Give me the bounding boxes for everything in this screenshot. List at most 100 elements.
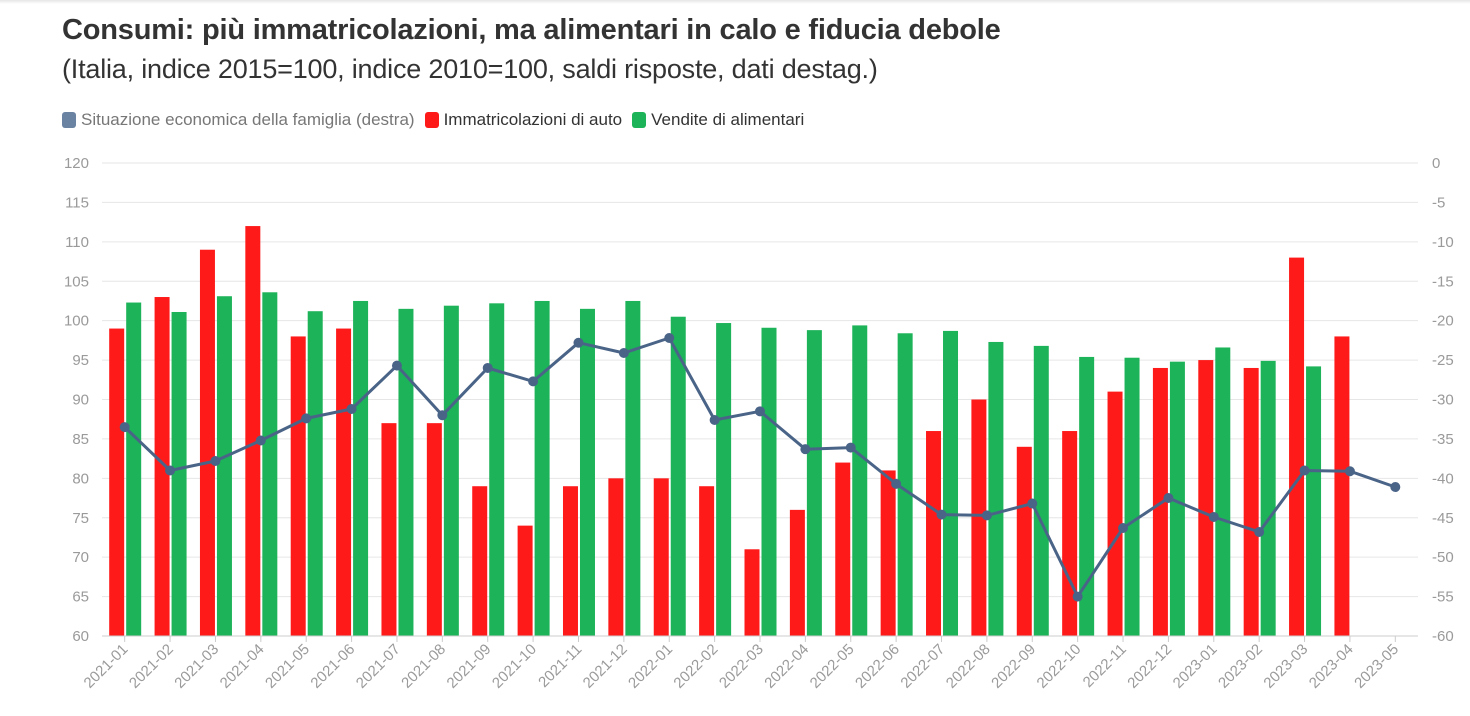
- bar-auto: [971, 399, 987, 636]
- x-tick-label: 2021-01: [81, 641, 132, 692]
- x-tick-label: 2022-02: [670, 641, 721, 692]
- y-left-tick-label: 90: [72, 392, 89, 409]
- y-left-tick-label: 105: [64, 273, 89, 290]
- point-famiglia: [1072, 591, 1083, 602]
- bar-alimentari: [307, 311, 323, 636]
- point-famiglia: [891, 478, 902, 489]
- legend-item-alimentari[interactable]: Vendite di alimentari: [632, 110, 804, 130]
- y-left-tick-label: 70: [72, 549, 89, 566]
- x-tick-label: 2021-10: [489, 641, 540, 692]
- bar-auto: [426, 423, 442, 636]
- bar-alimentari: [943, 330, 959, 636]
- legend-swatch-famiglia: [62, 112, 76, 128]
- point-famiglia: [1118, 522, 1129, 533]
- bar-auto: [699, 486, 715, 636]
- point-famiglia: [346, 403, 357, 414]
- x-tick-label: 2023-02: [1215, 641, 1266, 692]
- point-famiglia: [936, 509, 947, 520]
- bar-alimentari: [1306, 366, 1322, 636]
- point-famiglia: [845, 442, 856, 453]
- x-tick-label: 2023-05: [1351, 641, 1402, 692]
- bar-auto: [290, 336, 306, 636]
- y-left-tick-label: 65: [72, 589, 89, 606]
- bar-auto: [245, 226, 261, 637]
- bar-alimentari: [262, 292, 278, 636]
- x-tick-label: 2022-03: [716, 641, 767, 692]
- point-famiglia: [755, 406, 765, 417]
- bar-alimentari: [1079, 356, 1095, 636]
- point-famiglia: [800, 444, 811, 455]
- x-tick-label: 2021-08: [398, 641, 449, 692]
- point-famiglia: [1254, 526, 1265, 537]
- y-right-tick-label: -20: [1432, 313, 1454, 330]
- y-left-tick-label: 80: [72, 470, 89, 487]
- point-famiglia: [528, 376, 539, 387]
- bar-alimentari: [1124, 357, 1140, 636]
- y-left-tick-label: 110: [65, 234, 89, 251]
- x-tick-label: 2021-07: [353, 641, 404, 692]
- bar-auto: [517, 525, 533, 636]
- point-famiglia: [482, 362, 493, 373]
- bar-auto: [1062, 431, 1078, 636]
- point-famiglia: [573, 337, 584, 348]
- x-tick-label: 2022-07: [897, 641, 948, 692]
- point-famiglia: [709, 414, 720, 425]
- bar-alimentari: [171, 311, 187, 636]
- y-right-tick-label: -60: [1432, 628, 1454, 645]
- y-left-tick-label: 100: [64, 313, 89, 330]
- y-left-tick-label: 95: [72, 352, 89, 369]
- y-left-tick-label: 60: [72, 628, 89, 645]
- y-left-tick-label: 75: [72, 510, 89, 527]
- x-tick-label: 2022-04: [761, 641, 812, 692]
- legend: Situazione economica della famiglia (des…: [62, 110, 814, 130]
- chart-title: Consumi: più immatricolazioni, ma alimen…: [62, 14, 1001, 46]
- legend-label-alimentari: Vendite di alimentari: [651, 110, 805, 129]
- legend-item-auto[interactable]: Immatricolazioni di auto: [424, 110, 622, 130]
- point-famiglia: [255, 435, 266, 446]
- x-tick-label: 2021-06: [307, 641, 358, 692]
- x-tick-label: 2021-09: [444, 641, 495, 692]
- legend-item-famiglia[interactable]: Situazione economica della famiglia (des…: [62, 110, 415, 130]
- bar-alimentari: [761, 327, 777, 636]
- point-famiglia: [981, 510, 992, 521]
- legend-swatch-auto: [424, 112, 439, 128]
- y-right-tick-label: -5: [1432, 194, 1445, 211]
- bar-auto: [199, 249, 215, 636]
- point-famiglia: [1344, 466, 1355, 477]
- chart-subtitle: (Italia, indice 2015=100, indice 2010=10…: [62, 54, 878, 84]
- bar-auto: [926, 431, 942, 636]
- y-left-tick-label: 115: [65, 194, 89, 211]
- point-famiglia: [618, 347, 629, 358]
- bar-auto: [336, 328, 352, 636]
- bar-alimentari: [353, 300, 369, 636]
- bar-auto: [154, 297, 170, 636]
- x-tick-label: 2022-08: [943, 641, 994, 692]
- point-famiglia: [1208, 511, 1219, 522]
- bar-alimentari: [988, 341, 1004, 636]
- bar-alimentari: [1033, 345, 1049, 636]
- point-famiglia: [165, 465, 176, 476]
- y-right-tick-label: 0: [1432, 155, 1440, 172]
- x-tick-label: 2023-01: [1170, 641, 1221, 692]
- x-tick-label: 2021-03: [171, 641, 222, 692]
- point-famiglia: [1163, 493, 1174, 504]
- point-famiglia: [210, 455, 221, 466]
- x-tick-label: 2022-11: [1080, 641, 1130, 691]
- x-tick-label: 2022-06: [852, 641, 903, 692]
- bar-alimentari: [443, 305, 459, 636]
- bar-alimentari: [489, 303, 505, 636]
- legend-swatch-alimentari: [632, 112, 647, 128]
- x-tick-label: 2022-01: [625, 641, 676, 692]
- bar-alimentari: [625, 300, 641, 636]
- bar-auto: [880, 470, 896, 636]
- bar-auto: [744, 549, 760, 636]
- bar-auto: [835, 462, 851, 636]
- y-right-tick-label: -30: [1432, 392, 1454, 409]
- y-right-tick-label: -25: [1432, 352, 1454, 369]
- point-famiglia: [1027, 498, 1038, 509]
- y-right-tick-label: -40: [1432, 470, 1454, 487]
- y-right-tick-label: -10: [1432, 234, 1454, 251]
- y-left-tick-label: 120: [64, 155, 89, 172]
- x-tick-label: 2023-03: [1260, 641, 1311, 692]
- x-tick-label: 2021-02: [126, 641, 177, 692]
